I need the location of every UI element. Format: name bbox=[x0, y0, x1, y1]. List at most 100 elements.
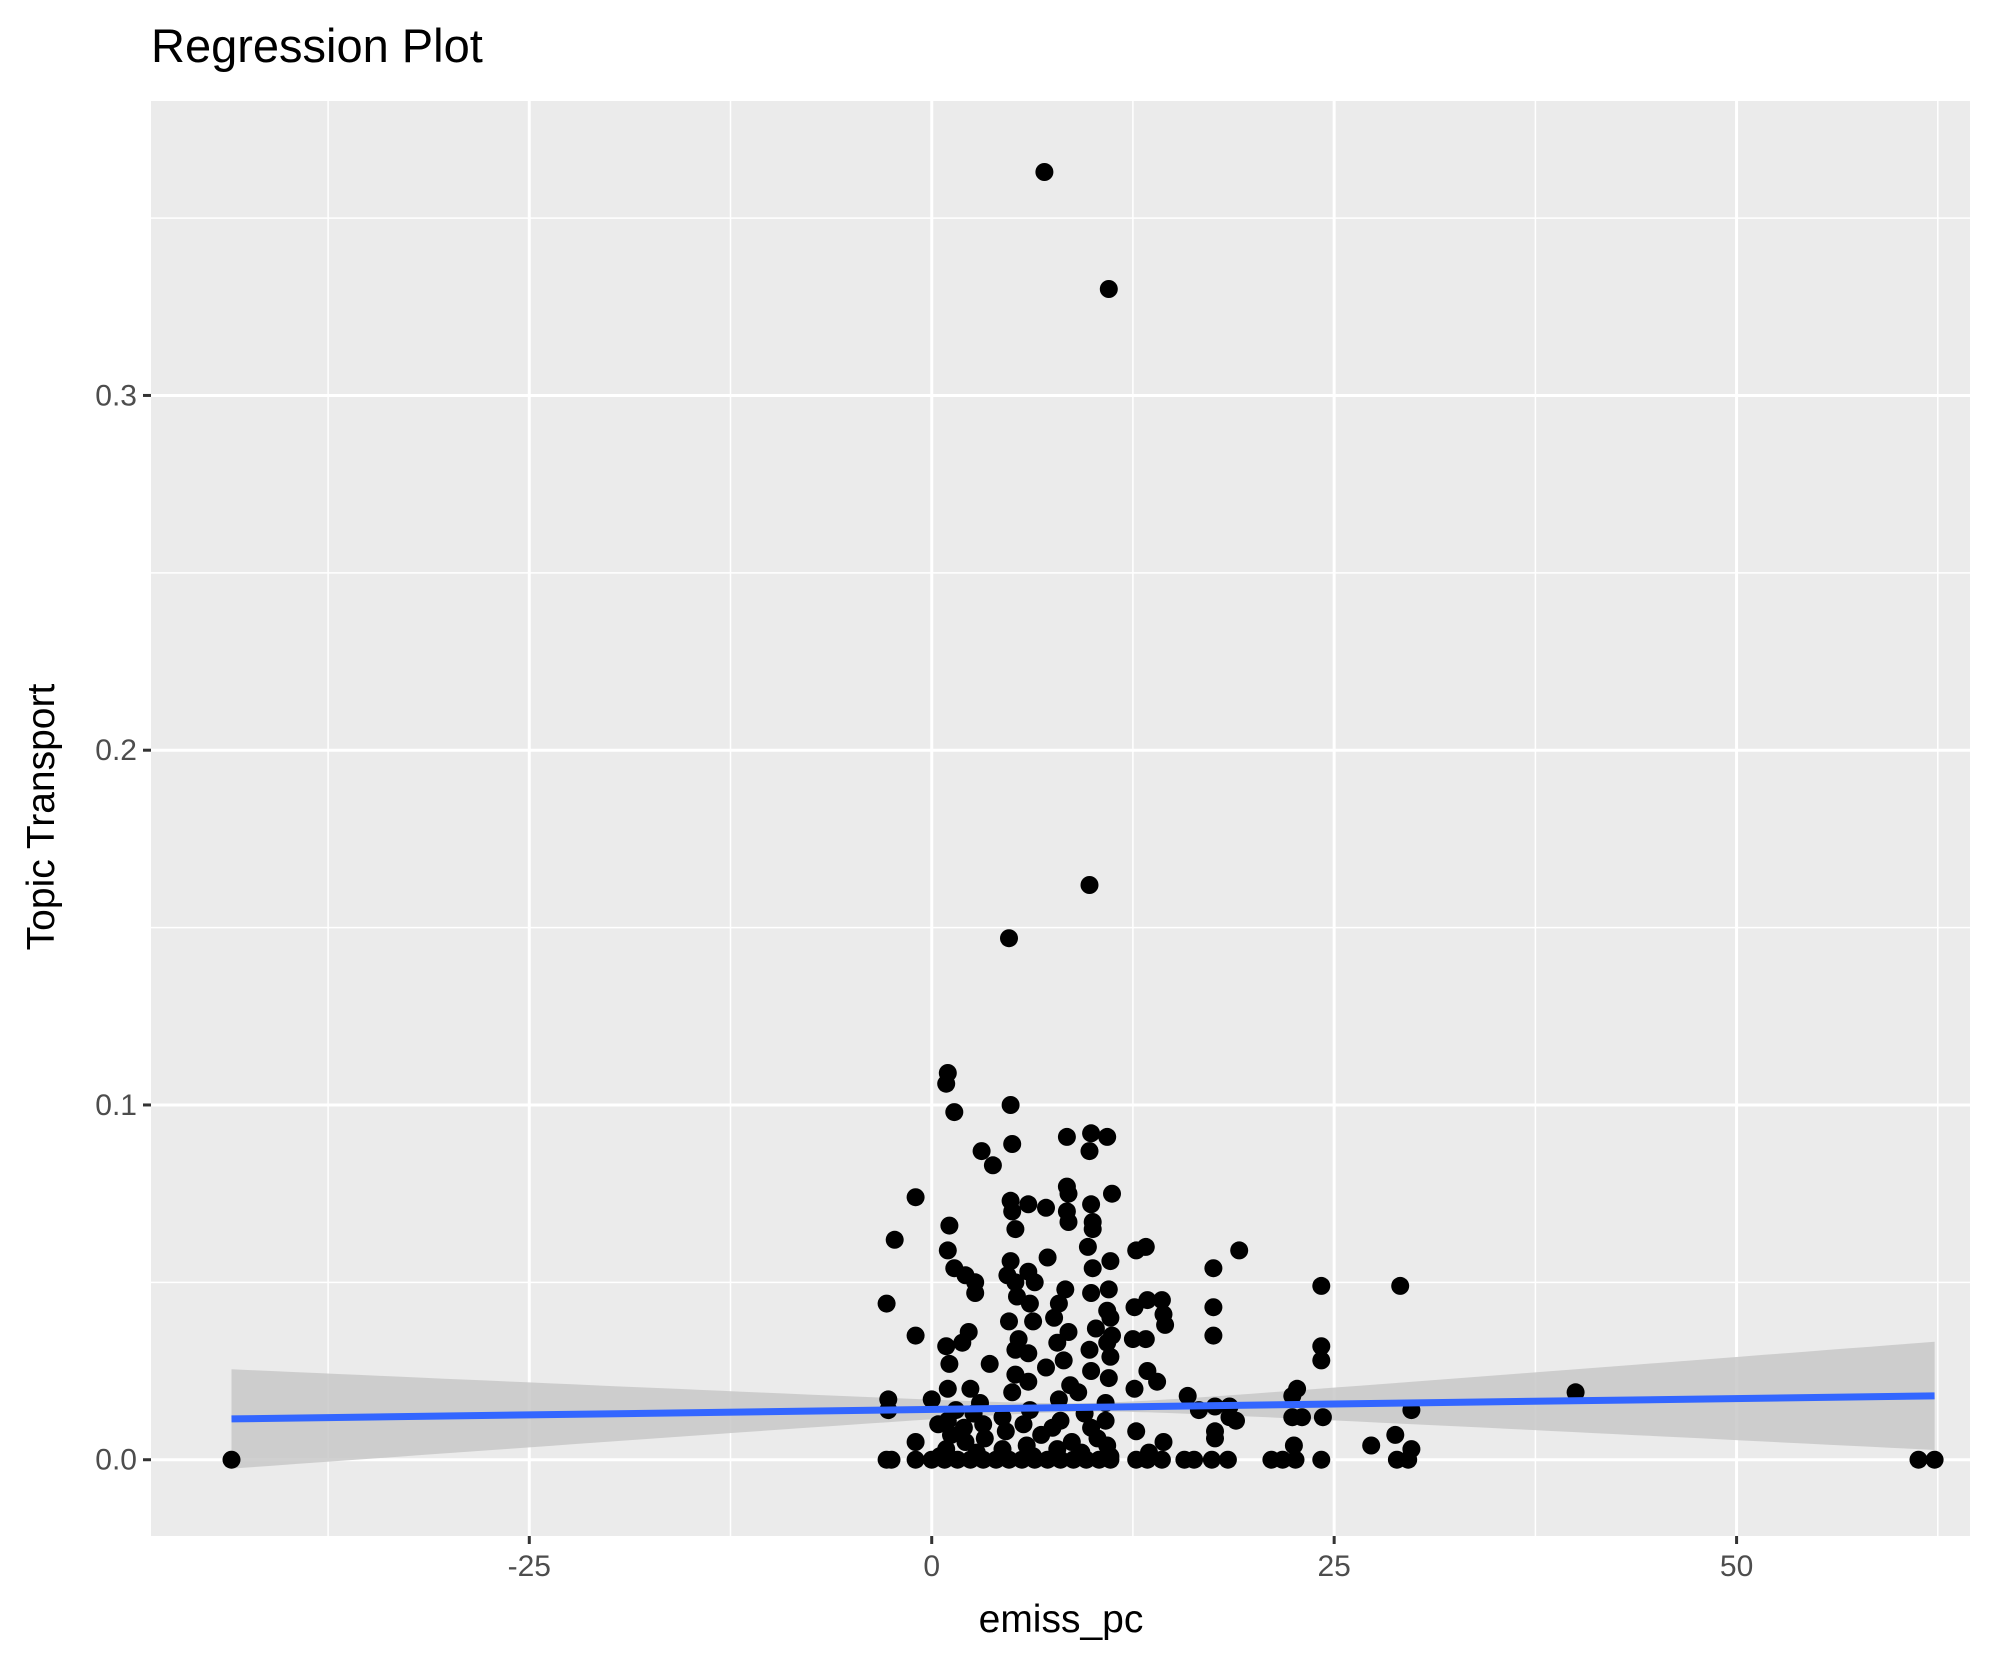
data-point bbox=[1227, 1411, 1245, 1430]
data-point bbox=[1391, 1276, 1410, 1295]
data-point bbox=[1312, 1450, 1331, 1469]
data-point bbox=[1098, 1333, 1117, 1352]
data-point bbox=[1037, 1358, 1055, 1377]
data-point bbox=[938, 1379, 957, 1398]
data-point bbox=[1125, 1298, 1144, 1317]
data-point bbox=[1064, 1450, 1083, 1469]
data-point bbox=[1019, 1372, 1038, 1391]
data-point bbox=[1362, 1436, 1381, 1455]
data-point bbox=[940, 1216, 959, 1235]
data-point bbox=[1056, 1280, 1075, 1299]
data-point bbox=[948, 1450, 967, 1469]
data-point bbox=[1083, 1259, 1102, 1278]
data-point bbox=[1218, 1450, 1237, 1469]
data-point bbox=[1566, 1383, 1585, 1402]
data-point bbox=[1312, 1351, 1331, 1370]
data-point bbox=[1049, 1294, 1068, 1313]
data-point bbox=[1123, 1330, 1142, 1349]
data-point bbox=[972, 1142, 991, 1161]
data-point bbox=[1003, 1135, 1022, 1153]
data-point bbox=[1003, 1383, 1022, 1402]
x-axis: -25 0 25 50 bbox=[508, 1536, 1753, 1583]
data-point bbox=[1000, 1450, 1018, 1469]
data-point bbox=[1154, 1433, 1173, 1451]
data-point bbox=[1059, 1323, 1078, 1341]
data-point bbox=[1025, 1273, 1044, 1292]
data-point bbox=[1312, 1337, 1331, 1356]
data-point bbox=[929, 1415, 948, 1434]
data-point bbox=[1080, 1340, 1099, 1359]
data-point bbox=[1156, 1315, 1175, 1334]
data-point bbox=[1082, 1195, 1101, 1214]
data-point bbox=[222, 1450, 241, 1469]
x-tick-label: -25 bbox=[508, 1550, 551, 1583]
data-point bbox=[1038, 1248, 1057, 1267]
data-point bbox=[1204, 1259, 1223, 1278]
data-point bbox=[993, 1408, 1012, 1427]
data-point bbox=[1099, 1280, 1118, 1299]
y-tick-label: 0.2 bbox=[95, 734, 137, 767]
data-point bbox=[906, 1450, 925, 1469]
data-point bbox=[1078, 1237, 1097, 1256]
data-point bbox=[1057, 1127, 1076, 1146]
data-point bbox=[1284, 1436, 1303, 1455]
data-point bbox=[1000, 1312, 1018, 1331]
data-point bbox=[1059, 1213, 1078, 1231]
data-point bbox=[1148, 1372, 1167, 1391]
data-point bbox=[1101, 1252, 1120, 1271]
data-point bbox=[1909, 1450, 1928, 1469]
data-point bbox=[1082, 1362, 1101, 1380]
x-tick-label: 0 bbox=[923, 1550, 940, 1583]
data-point bbox=[1125, 1379, 1144, 1398]
data-point bbox=[1038, 1450, 1057, 1469]
data-point bbox=[1202, 1450, 1221, 1469]
data-point bbox=[953, 1333, 972, 1352]
y-tick-label: 0.3 bbox=[95, 379, 137, 412]
data-point bbox=[1273, 1450, 1292, 1469]
data-point bbox=[1185, 1450, 1204, 1469]
data-point bbox=[1101, 1450, 1120, 1469]
data-point bbox=[1006, 1273, 1025, 1292]
x-tick-label: 50 bbox=[1720, 1550, 1753, 1583]
data-point bbox=[1019, 1195, 1038, 1214]
data-point bbox=[1035, 163, 1054, 181]
data-point bbox=[1082, 1124, 1101, 1143]
minor-grid-lines bbox=[151, 101, 1970, 1536]
data-point bbox=[1152, 1450, 1171, 1469]
data-point bbox=[1037, 1198, 1055, 1217]
data-point bbox=[1080, 876, 1099, 894]
data-point bbox=[1001, 1096, 1020, 1114]
data-point bbox=[983, 1156, 1002, 1175]
data-point bbox=[1049, 1390, 1068, 1409]
data-point bbox=[1077, 1450, 1096, 1469]
x-axis-title: emiss_pc bbox=[979, 1598, 1144, 1641]
data-point bbox=[1312, 1276, 1331, 1295]
data-point bbox=[945, 1103, 964, 1122]
data-point bbox=[975, 1429, 994, 1448]
data-point bbox=[1025, 1450, 1044, 1469]
data-point bbox=[906, 1326, 925, 1345]
data-point bbox=[1000, 929, 1018, 948]
data-point bbox=[906, 1433, 925, 1451]
data-point bbox=[1099, 280, 1118, 298]
data-point bbox=[940, 1354, 959, 1373]
data-point bbox=[1099, 1369, 1118, 1388]
data-point bbox=[935, 1450, 954, 1469]
data-point bbox=[1127, 1241, 1146, 1260]
y-tick-label: 0.1 bbox=[95, 1089, 137, 1122]
data-point bbox=[906, 1188, 925, 1207]
data-point bbox=[1283, 1386, 1302, 1405]
data-point bbox=[1020, 1294, 1039, 1313]
y-axis: 0.0 0.1 0.2 0.3 bbox=[95, 379, 151, 1477]
data-point bbox=[1101, 1347, 1120, 1366]
data-point bbox=[922, 1390, 941, 1409]
data-point bbox=[1083, 1220, 1102, 1239]
data-point bbox=[1138, 1450, 1157, 1469]
data-point bbox=[938, 1241, 957, 1260]
data-point bbox=[1019, 1344, 1038, 1363]
major-grid-lines bbox=[151, 101, 1970, 1536]
data-point bbox=[1204, 1298, 1223, 1317]
data-point bbox=[961, 1450, 980, 1469]
data-point bbox=[1051, 1450, 1070, 1469]
data-point bbox=[974, 1415, 993, 1434]
